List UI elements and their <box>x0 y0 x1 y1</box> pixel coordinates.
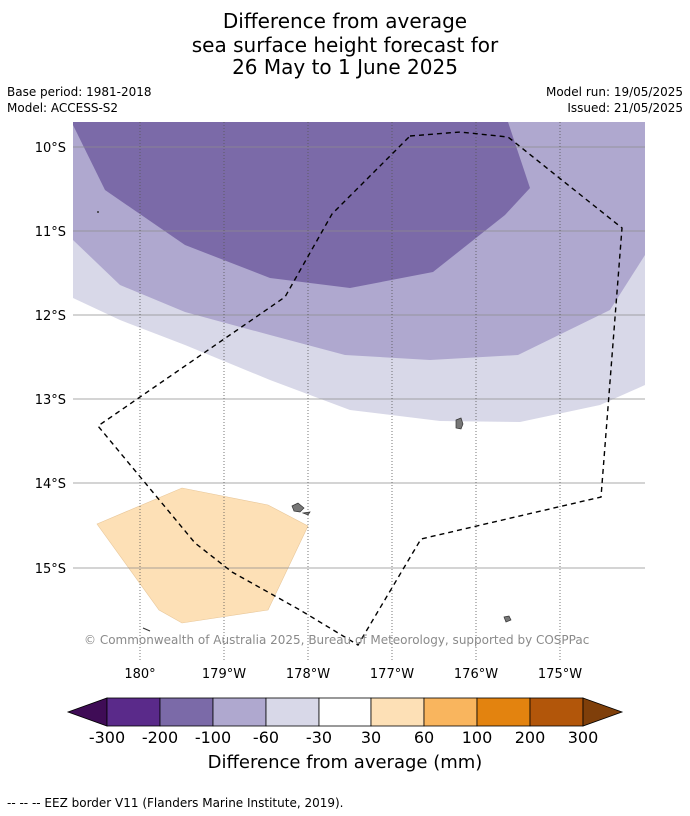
lon-label: 176°W <box>454 667 498 682</box>
island-3 <box>301 511 311 516</box>
title-line-3: 26 May to 1 June 2025 <box>232 55 458 79</box>
colorbar-tick: -300 <box>89 728 125 747</box>
title-line-1: Difference from average <box>222 9 468 33</box>
island-5 <box>142 627 151 632</box>
colorbar-tick: -100 <box>195 728 231 747</box>
eez-footnote: -- -- -- EEZ border V11 (Flanders Marine… <box>7 796 344 810</box>
colorbar-swatch <box>370 697 425 727</box>
lat-label: 10°S <box>35 141 66 156</box>
colorbar-tick: -60 <box>253 728 279 747</box>
colorbar-tick-labels: -300 -200 -100 -60 -30 30 60 100 200 300 <box>89 728 598 747</box>
base-period-label: Base period: 1981-2018 <box>7 85 152 99</box>
model-label: Model: ACCESS-S2 <box>7 101 119 115</box>
colorbar-swatch <box>476 697 531 727</box>
island-1 <box>455 417 464 430</box>
colorbar-tick: -30 <box>306 728 332 747</box>
island-2 <box>291 502 305 513</box>
colorbar-tick: 60 <box>414 728 434 747</box>
colorbar-tick: 100 <box>462 728 493 747</box>
lon-label: 178°W <box>286 667 330 682</box>
colorbar-tick: 200 <box>515 728 546 747</box>
title-line-2: sea surface height forecast for <box>191 33 499 57</box>
map-area <box>73 122 645 660</box>
colorbar-tick: 300 <box>568 728 599 747</box>
island-4 <box>503 615 512 623</box>
colorbar-tick: 30 <box>361 728 381 747</box>
colorbar-title: Difference from average (mm) <box>207 752 483 773</box>
island-6 <box>97 211 99 213</box>
lon-label: 177°W <box>370 667 414 682</box>
colorbar-tick: -200 <box>142 728 178 747</box>
lat-label: 12°S <box>35 309 66 324</box>
colorbar-swatch <box>159 697 214 727</box>
colorbar-swatch <box>106 697 161 727</box>
eez-border <box>96 131 623 646</box>
colorbar <box>66 697 624 727</box>
latitude-labels: 10°S 11°S 12°S 13°S 14°S 15°S <box>35 141 66 577</box>
colorbar-extend-low <box>66 697 108 727</box>
lat-label: 14°S <box>35 477 66 492</box>
colorbar-swatch <box>212 697 267 727</box>
copyright-notice: © Commonwealth of Australia 2025, Bureau… <box>84 633 590 647</box>
latitude-gridlines <box>73 146 645 569</box>
lon-label: 179°W <box>202 667 246 682</box>
colorbar-swatch <box>423 697 478 727</box>
colorbar-swatch <box>265 697 320 727</box>
colorbar-swatch <box>318 697 372 727</box>
longitude-labels: 180° 179°W 178°W 177°W 176°W 175°W <box>124 667 582 682</box>
lat-label: 15°S <box>35 562 66 577</box>
ssh-band-medium <box>73 122 530 288</box>
lon-label: 175°W <box>538 667 582 682</box>
lat-label: 13°S <box>35 393 66 408</box>
colorbar-extend-high <box>582 697 624 727</box>
lon-label: 180° <box>124 667 155 682</box>
lat-label: 11°S <box>35 225 66 240</box>
issued-label: Issued: 21/05/2025 <box>567 101 683 115</box>
colorbar-swatch <box>529 697 584 727</box>
model-run-label: Model run: 19/05/2025 <box>545 85 683 99</box>
